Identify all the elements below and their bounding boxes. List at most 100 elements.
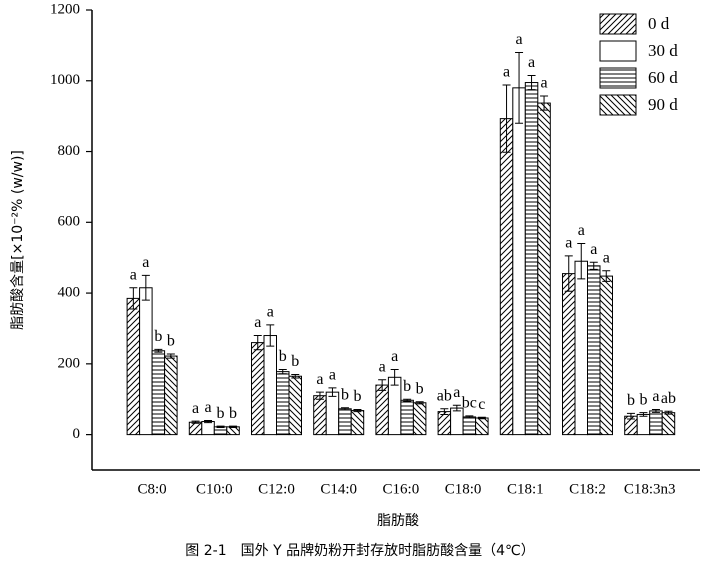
y-tick-label: 0 xyxy=(73,426,81,442)
error-bar xyxy=(477,416,486,420)
error-bar xyxy=(527,74,536,91)
significance-letter: a xyxy=(540,75,547,92)
bar xyxy=(512,87,526,436)
bar xyxy=(437,411,452,436)
significance-letter: b xyxy=(291,353,299,370)
significance-letter: b xyxy=(416,380,424,397)
error-bar xyxy=(340,407,349,411)
bar xyxy=(263,335,277,436)
x-tick-label: C18:2 xyxy=(569,481,606,497)
significance-letter: a xyxy=(267,304,274,321)
x-tick-label: C18:1 xyxy=(507,481,544,497)
significance-letter: a xyxy=(590,241,597,258)
error-bar xyxy=(266,324,275,347)
error-bar xyxy=(390,369,399,386)
error-bar xyxy=(440,408,449,415)
bar xyxy=(475,417,489,436)
bar xyxy=(188,421,203,436)
significance-letter: a xyxy=(565,235,572,252)
bar xyxy=(387,376,402,436)
y-tick-label: 800 xyxy=(58,143,81,159)
bar xyxy=(338,408,352,436)
bar xyxy=(313,395,327,436)
error-bar xyxy=(166,353,175,359)
significance-letter: ab xyxy=(661,390,676,407)
significance-letter: b xyxy=(279,348,287,365)
x-tick-label: C12:0 xyxy=(258,481,295,497)
legend-swatch xyxy=(599,67,637,89)
error-bar xyxy=(353,408,362,413)
significance-letter: a xyxy=(379,358,386,375)
significance-letter: a xyxy=(254,314,261,331)
bar xyxy=(562,273,576,436)
x-tick-label: C10:0 xyxy=(196,481,233,497)
y-tick-label: 200 xyxy=(58,355,81,371)
significance-letter: a xyxy=(316,371,323,388)
significance-letter: a xyxy=(652,388,659,405)
legend-swatch xyxy=(599,94,637,116)
significance-letter: a xyxy=(453,384,460,401)
error-bar xyxy=(229,425,238,429)
bar xyxy=(375,384,389,436)
legend-swatch xyxy=(599,13,637,35)
error-bar xyxy=(204,419,213,424)
significance-letter: bc xyxy=(462,395,477,412)
significance-letter: b xyxy=(403,378,411,395)
significance-letter: b xyxy=(353,388,361,405)
caption: 图 2-1 国外 Y 品牌奶粉开封存放时脂肪酸含量（4℃） xyxy=(185,542,534,559)
bar xyxy=(636,413,651,436)
error-bar xyxy=(626,412,635,420)
significance-letter: b xyxy=(627,392,635,409)
bar xyxy=(574,260,588,436)
error-bar xyxy=(502,84,511,153)
error-bar xyxy=(328,387,337,397)
bar xyxy=(587,265,601,436)
bar xyxy=(251,342,265,436)
y-tick-label: 1200 xyxy=(50,1,80,17)
bar xyxy=(649,410,663,436)
bar xyxy=(164,355,178,436)
significance-letter: ab xyxy=(437,387,452,404)
legend-label: 90 d xyxy=(648,95,678,114)
significance-letter: a xyxy=(329,367,336,384)
legend-label: 0 d xyxy=(648,14,670,33)
legend-swatch xyxy=(599,40,637,62)
bar xyxy=(450,407,464,436)
significance-letter: b xyxy=(217,405,225,422)
bar xyxy=(661,412,676,436)
significance-letter: a xyxy=(515,31,522,48)
error-bar xyxy=(602,270,611,282)
error-bar xyxy=(378,379,387,391)
error-bar xyxy=(639,412,648,417)
significance-letter: c xyxy=(478,396,485,413)
bar xyxy=(139,287,153,436)
error-bar xyxy=(315,391,324,400)
error-bar xyxy=(577,243,586,280)
significance-letter: b xyxy=(167,333,175,350)
error-bar xyxy=(415,401,424,405)
bar xyxy=(412,402,427,436)
error-bar xyxy=(129,287,138,310)
significance-letter: a xyxy=(578,222,585,239)
bar xyxy=(462,416,477,436)
significance-letter: a xyxy=(603,249,610,266)
significance-letter: b xyxy=(229,405,237,422)
x-axis-title: 脂肪酸 xyxy=(377,513,419,529)
x-tick-label: C14:0 xyxy=(320,481,357,497)
bar xyxy=(151,350,166,436)
bar xyxy=(524,82,539,436)
error-bar xyxy=(278,369,287,375)
y-tick-label: 400 xyxy=(58,285,81,301)
error-bar xyxy=(253,335,262,351)
error-bar xyxy=(154,348,163,353)
y-tick-label: 1000 xyxy=(50,72,80,88)
significance-letter: a xyxy=(528,54,535,71)
bar xyxy=(276,371,290,436)
error-bar xyxy=(141,274,150,301)
bar xyxy=(537,102,551,436)
significance-letter: a xyxy=(204,399,211,416)
error-bar xyxy=(651,408,660,413)
error-bar xyxy=(515,51,524,124)
error-bar xyxy=(403,398,412,402)
